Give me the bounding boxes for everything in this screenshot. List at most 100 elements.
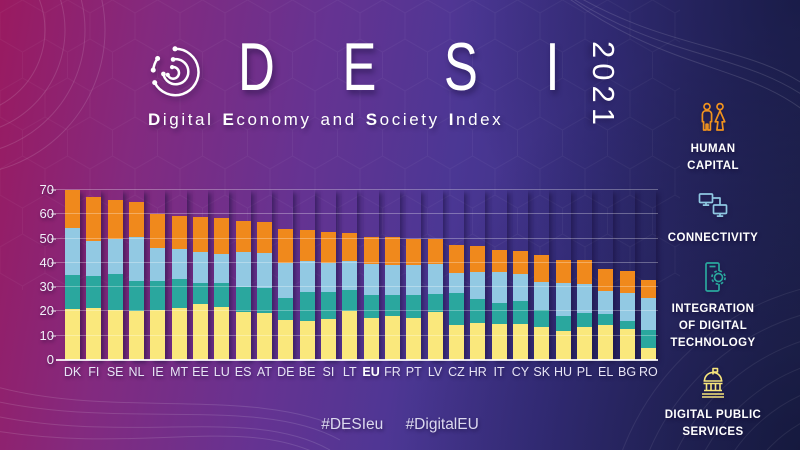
x-axis-label-BE: BE bbox=[298, 365, 316, 379]
x-axis-label-LT: LT bbox=[342, 365, 357, 379]
legend-label: CONNECTIVITY bbox=[668, 230, 758, 247]
connectivity-segment bbox=[470, 271, 486, 299]
bar-FR: FR bbox=[384, 190, 401, 379]
human-capital-segment bbox=[491, 249, 507, 273]
human-capital-segment bbox=[640, 280, 656, 298]
integration-of-digital-technology-segment bbox=[320, 291, 336, 319]
human-capital-segment bbox=[512, 251, 528, 275]
connectivity-segment bbox=[320, 262, 336, 292]
bar-BG: BG bbox=[618, 190, 636, 379]
human-capital-segment bbox=[448, 244, 464, 273]
legend-label-line: INTEGRATION bbox=[671, 302, 755, 315]
integration-of-digital-technology-segment bbox=[491, 302, 507, 325]
desi-ranking-chart: DK FI SE NL IE MT EE LU ES AT DE BE SI LT EU FR PT LV CZ HR… bbox=[30, 182, 664, 386]
y-axis-label-0: 0 bbox=[46, 352, 54, 367]
human-capital-segment bbox=[363, 236, 379, 265]
legend-label-line: SERVICES bbox=[682, 425, 744, 438]
digital-public-services-segment bbox=[128, 310, 144, 360]
bar-SI: SI bbox=[320, 190, 336, 379]
y-axis-label-70: 70 bbox=[39, 182, 54, 197]
y-tick-20 bbox=[51, 310, 56, 313]
digital-public-services-segment bbox=[534, 327, 550, 360]
y-tick-60 bbox=[51, 213, 56, 216]
y-axis-label-40: 40 bbox=[39, 254, 54, 270]
subtitle-word: Digital bbox=[148, 110, 214, 129]
y-tick-40 bbox=[51, 261, 56, 264]
human-capital-segment bbox=[384, 237, 400, 265]
x-axis-label-FI: FI bbox=[88, 365, 100, 379]
x-axis-label-EE: EE bbox=[192, 365, 209, 379]
plot-area: DK FI SE NL IE MT EE LU ES AT DE BE SI LT EU FR PT LV CZ HR… bbox=[51, 189, 658, 379]
integration-of-digital-technology-segment bbox=[192, 282, 208, 305]
integration-of-digital-technology-segment bbox=[534, 309, 550, 328]
digital-public-services-segment bbox=[619, 328, 635, 360]
human-capital-segment bbox=[619, 270, 635, 293]
integration-of-digital-technology-segment bbox=[363, 294, 379, 318]
integration-of-digital-technology-segment bbox=[214, 282, 230, 307]
connectivity-segment bbox=[555, 282, 571, 316]
legend-label-line: OF DIGITAL bbox=[678, 320, 748, 332]
device-gear-icon bbox=[705, 261, 726, 292]
bar-CZ: CZ bbox=[448, 190, 465, 379]
bar-PT: PT bbox=[406, 190, 422, 379]
integration-of-digital-technology-segment bbox=[171, 278, 187, 308]
y-axis-label-60: 60 bbox=[39, 206, 54, 222]
legend-item-connectivity: CONNECTIVITY bbox=[668, 189, 758, 247]
human-capital-segment bbox=[320, 231, 336, 263]
x-axis-label-AT: AT bbox=[256, 365, 272, 379]
bar-MT: MT bbox=[170, 190, 188, 379]
integration-of-digital-technology-segment bbox=[470, 298, 486, 324]
human-capital-segment bbox=[278, 228, 294, 264]
human-capital-segment bbox=[427, 239, 443, 264]
human-capital-segment bbox=[107, 199, 123, 240]
bar-NL: NL bbox=[128, 190, 144, 379]
x-axis-label-SK: SK bbox=[533, 365, 551, 379]
x-axis-label-RO: RO bbox=[638, 365, 658, 379]
integration-of-digital-technology-segment bbox=[150, 281, 166, 310]
page-title: DESI bbox=[238, 29, 628, 105]
bar-AT: AT bbox=[256, 190, 272, 379]
x-axis-label-IE: IE bbox=[151, 365, 164, 379]
integration-of-digital-technology-segment bbox=[619, 321, 635, 329]
connectivity-segment bbox=[491, 272, 507, 303]
human-capital-segment bbox=[150, 213, 166, 248]
digital-public-services-segment bbox=[555, 331, 571, 360]
year-label: 2021 bbox=[586, 41, 621, 130]
human-capital-segment bbox=[192, 216, 208, 252]
digital-public-services-segment bbox=[192, 304, 208, 360]
bar-PL: PL bbox=[576, 190, 592, 379]
y-tick-50 bbox=[51, 237, 56, 240]
y-axis-label-20: 20 bbox=[39, 303, 54, 319]
bar-HU: HU bbox=[554, 190, 572, 379]
connectivity-segment bbox=[150, 247, 166, 282]
integration-of-digital-technology-segment bbox=[427, 293, 443, 312]
y-tick-70 bbox=[51, 189, 56, 191]
bar-DK: DK bbox=[64, 190, 81, 379]
x-axis-line bbox=[56, 359, 658, 361]
bar-SK: SK bbox=[533, 190, 550, 379]
digital-public-services-segment bbox=[171, 307, 187, 360]
x-axis-label-LV: LV bbox=[427, 365, 443, 379]
x-axis-label-LU: LU bbox=[213, 365, 230, 379]
connectivity-segment bbox=[65, 227, 80, 276]
government-building-icon bbox=[701, 367, 724, 398]
connected-screens-icon bbox=[698, 192, 728, 217]
digital-public-services-segment bbox=[512, 324, 528, 360]
integration-of-digital-technology-segment bbox=[299, 292, 315, 321]
bar-BE: BE bbox=[299, 190, 315, 379]
legend-label: INTEGRATION OF DIGITAL TECHNOLOGY bbox=[670, 301, 755, 353]
hashtag-digitaleu: #DigitalEU bbox=[405, 416, 479, 433]
digital-public-services-segment bbox=[448, 324, 464, 360]
connectivity-segment bbox=[534, 282, 550, 310]
digital-public-services-segment bbox=[150, 309, 166, 360]
connectivity-segment bbox=[171, 249, 187, 279]
integration-of-digital-technology-segment bbox=[576, 312, 592, 328]
human-capital-segment bbox=[86, 197, 102, 242]
connectivity-segment bbox=[192, 251, 208, 283]
bar-EU: EU bbox=[362, 190, 380, 379]
integration-of-digital-technology-segment bbox=[598, 313, 614, 325]
human-capital-segment bbox=[256, 222, 272, 253]
bar-LV: LV bbox=[427, 190, 443, 379]
connectivity-segment bbox=[86, 241, 102, 277]
x-axis-label-CY: CY bbox=[511, 365, 530, 379]
